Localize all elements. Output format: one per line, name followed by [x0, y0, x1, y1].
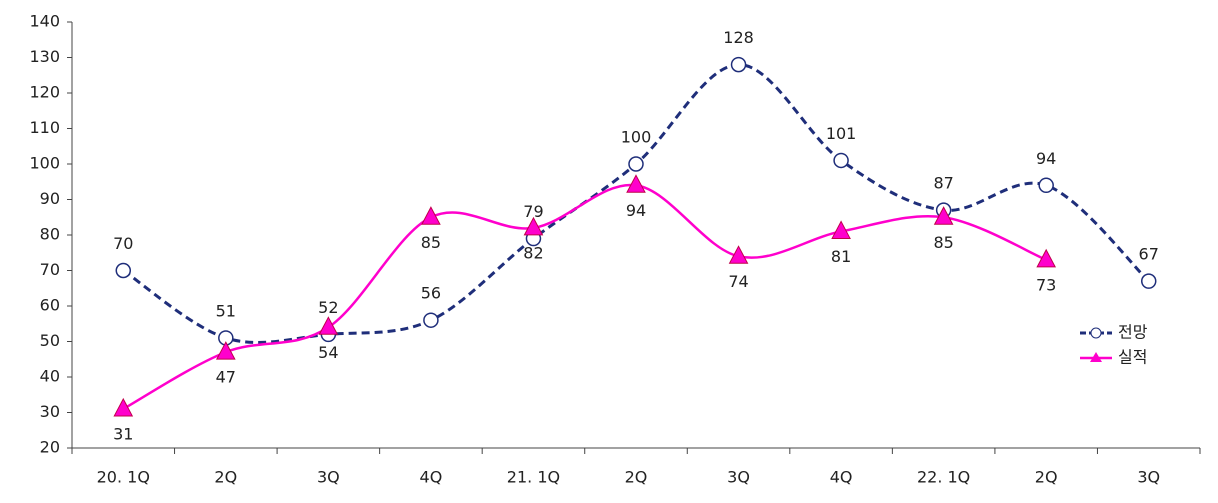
marker: [831, 220, 851, 239]
y-tick-label: 20: [40, 438, 60, 457]
marker: [421, 206, 441, 225]
x-tick-label: 4Q: [830, 468, 853, 487]
x-tick-label: 3Q: [317, 468, 340, 487]
marker: [728, 245, 749, 264]
data-label: 56: [421, 284, 441, 303]
data-label: 67: [1139, 245, 1159, 264]
marker: [833, 152, 849, 169]
x-tick-label: 4Q: [420, 468, 443, 487]
legend-label: 전망: [1118, 323, 1148, 342]
data-label: 81: [831, 247, 851, 266]
data-label: 52: [318, 298, 338, 317]
x-tick-label: 2Q: [214, 468, 237, 487]
marker: [626, 174, 646, 193]
x-tick-label: 22. 1Q: [917, 468, 970, 487]
data-label: 82: [523, 243, 543, 262]
y-tick-label: 60: [40, 296, 60, 315]
x-tick-label: 2Q: [625, 468, 648, 487]
data-label: 79: [523, 202, 543, 221]
marker: [1036, 248, 1057, 268]
marker: [113, 397, 134, 417]
data-label: 51: [216, 301, 236, 320]
marker: [933, 206, 954, 225]
data-label: 85: [933, 233, 953, 252]
x-tick-label: 20. 1Q: [97, 468, 150, 487]
data-label: 128: [723, 28, 754, 47]
y-tick-label: 90: [40, 189, 60, 208]
data-label: 85: [421, 233, 441, 252]
y-tick-label: 30: [40, 402, 60, 421]
y-tick-label: 120: [29, 83, 60, 102]
y-tick-label: 80: [40, 225, 60, 244]
marker: [1140, 273, 1157, 289]
y-tick-label: 50: [40, 331, 60, 350]
x-tick-label: 3Q: [727, 468, 750, 487]
marker: [730, 56, 747, 73]
y-tick-label: 110: [29, 118, 60, 137]
marker: [318, 316, 339, 335]
data-label: 31: [113, 424, 133, 443]
x-tick-label: 3Q: [1137, 468, 1160, 487]
data-label: 74: [728, 272, 748, 291]
data-label: 94: [1036, 149, 1056, 168]
data-label: 100: [621, 128, 652, 147]
legend-label: 실적: [1118, 348, 1147, 367]
data-label: 70: [113, 234, 133, 253]
legend-marker: [1090, 327, 1102, 339]
y-tick-label: 140: [29, 12, 60, 31]
data-label: 87: [933, 174, 953, 193]
y-tick-label: 100: [29, 154, 60, 173]
marker: [215, 341, 236, 360]
data-label: 47: [216, 368, 236, 387]
marker: [628, 156, 644, 172]
y-tick-label: 130: [29, 47, 60, 66]
marker: [523, 216, 544, 236]
x-tick-label: 2Q: [1035, 468, 1058, 487]
marker: [115, 262, 132, 279]
legend-marker: [1090, 352, 1102, 362]
data-label: 101: [826, 124, 857, 143]
marker: [1038, 177, 1054, 194]
data-label: 54: [318, 343, 338, 362]
y-tick-label: 40: [40, 367, 60, 386]
series-line: [122, 183, 1047, 411]
y-tick-label: 70: [40, 260, 60, 279]
x-tick-label: 21. 1Q: [507, 468, 560, 487]
marker: [423, 312, 439, 328]
data-label: 73: [1036, 275, 1056, 294]
data-label: 94: [626, 201, 646, 220]
